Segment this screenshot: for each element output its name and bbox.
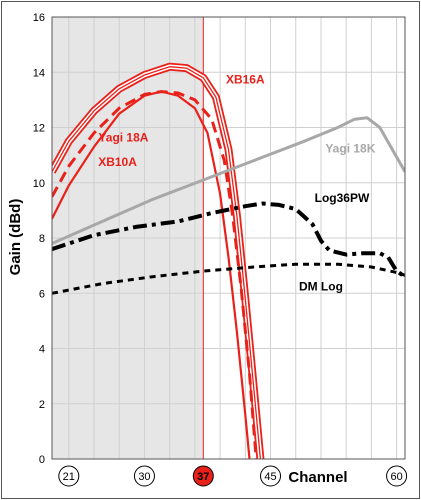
y-tick-label: 14	[33, 67, 45, 79]
y-tick-label: 0	[39, 454, 45, 466]
y-tick-label: 12	[33, 123, 45, 135]
series-line-yagi-18a	[52, 90, 258, 459]
y-tick-label: 4	[39, 344, 45, 356]
x-tick-label: 30	[138, 471, 150, 483]
y-tick-label: 16	[33, 12, 45, 24]
x-tick-circle	[58, 465, 80, 487]
y-tick-label: 10	[33, 178, 45, 190]
y-tick-label: 8	[39, 233, 45, 245]
y-axis-title: Gain (dBd)	[7, 199, 24, 276]
series-line-xb16a-core	[52, 66, 262, 459]
series-line-yagi-18k	[52, 116, 405, 245]
series-line-dm-log	[52, 262, 405, 295]
y-tick-label: 6	[39, 288, 45, 300]
series-line-xb10a	[52, 90, 251, 459]
series-line-log36pw	[52, 201, 405, 279]
x-tick-label: 21	[63, 471, 75, 483]
series-label-yagi-18a: Yagi 18A	[98, 130, 148, 144]
x-axis-title: Channel	[288, 469, 347, 486]
x-tick-label: 45	[264, 471, 276, 483]
series-label-xb16a: XB16A	[226, 72, 265, 86]
series-label-log36pw: Log36PW	[315, 191, 370, 205]
x-tick-circle	[133, 465, 155, 487]
series-label-yagi-18k: Yagi 18K	[325, 141, 375, 155]
y-tick-label: 2	[39, 399, 45, 411]
x-tick-label: 60	[390, 471, 402, 483]
x-tick-circle	[386, 465, 408, 487]
plot-border	[51, 16, 406, 460]
series-label-dm-log: DM Log	[299, 279, 343, 293]
x-tick-circle	[192, 465, 214, 487]
series-label-xb10a: XB10A	[98, 155, 137, 169]
x-tick-label: 37	[197, 471, 209, 483]
x-tick-circle	[260, 465, 282, 487]
